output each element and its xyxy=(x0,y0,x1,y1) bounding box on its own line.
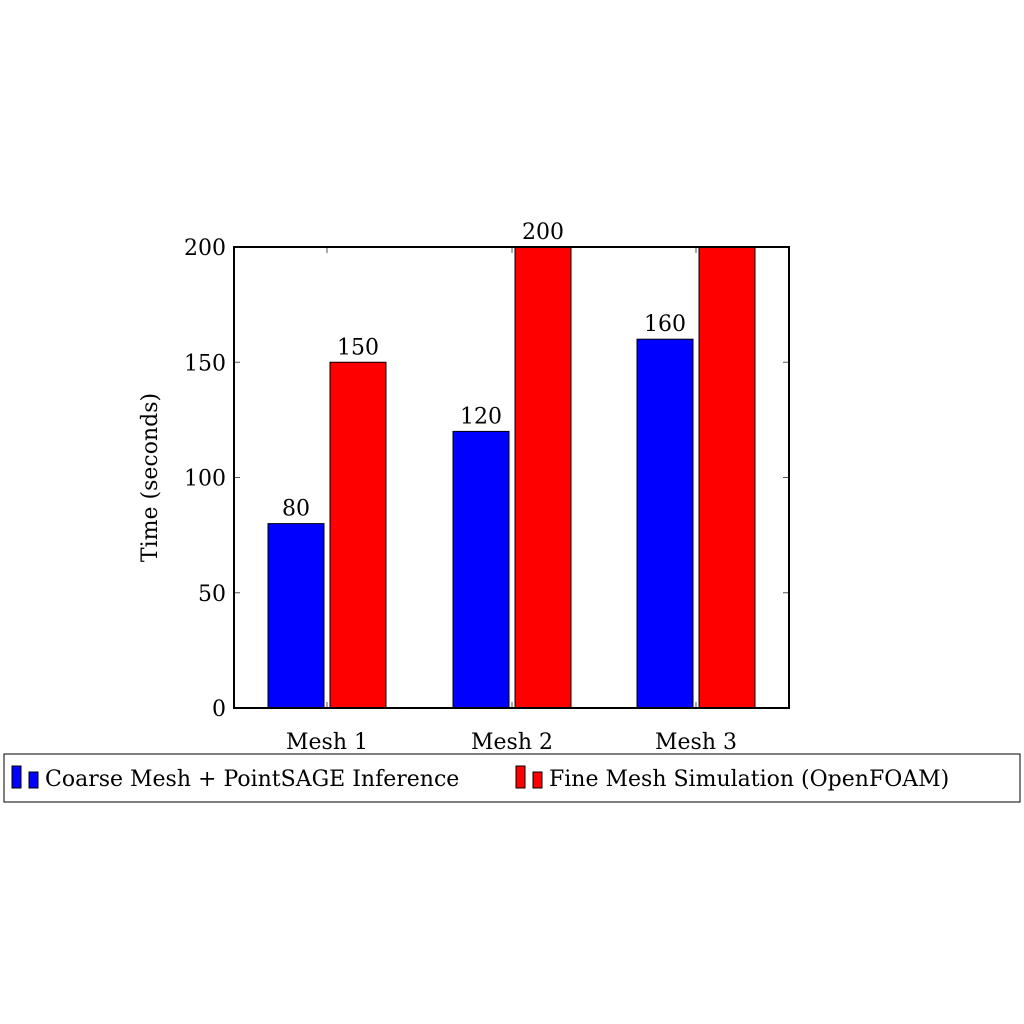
bar-coarse-3 xyxy=(636,338,694,709)
legend-label: Coarse Mesh + PointSAGE Inference xyxy=(45,767,459,792)
data-label: 200 xyxy=(522,220,564,245)
bar-fine-1 xyxy=(329,361,387,709)
plot-area: 0 50 100 150 200 Mesh 1 Mesh 2 Mesh 3 80 120 160 15… xyxy=(184,220,790,755)
bar-fine-2 xyxy=(514,246,572,709)
bar-fine-3 xyxy=(698,246,756,709)
x-tick-label: Mesh 3 xyxy=(655,730,737,755)
y-tick-label: 0 xyxy=(212,697,226,722)
legend-swatch xyxy=(532,771,543,789)
bar-coarse-2 xyxy=(452,430,510,709)
data-label: 150 xyxy=(337,335,379,360)
data-label: 160 xyxy=(644,312,686,337)
axes-frame xyxy=(233,246,790,709)
data-label: 80 xyxy=(282,497,310,522)
x-tick-label: Mesh 2 xyxy=(471,730,553,755)
x-tick-label: Mesh 1 xyxy=(286,730,368,755)
legend-swatch xyxy=(515,765,526,789)
legend-label: Fine Mesh Simulation (OpenFOAM) xyxy=(549,767,949,792)
y-tick-label: 150 xyxy=(184,351,226,376)
y-tick-label: 50 xyxy=(198,582,226,607)
data-label: 120 xyxy=(460,404,502,429)
y-tick-label: 200 xyxy=(184,236,226,261)
y-tick-label: 100 xyxy=(184,467,226,492)
legend: Coarse Mesh + PointSAGE Inference Fine Me… xyxy=(3,753,1021,803)
bar-coarse-1 xyxy=(267,523,325,709)
y-axis-label: Time (seconds) xyxy=(138,393,163,562)
legend-swatch xyxy=(28,771,39,789)
legend-box xyxy=(3,753,1021,803)
legend-swatch xyxy=(11,765,22,789)
